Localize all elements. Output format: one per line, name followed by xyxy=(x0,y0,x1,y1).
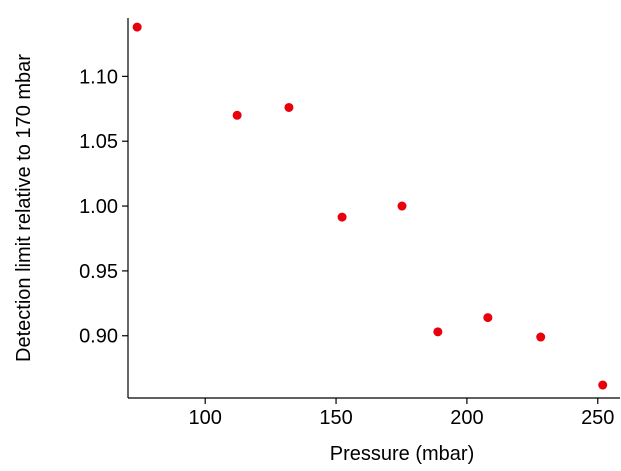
data-point xyxy=(598,380,608,390)
data-point xyxy=(483,313,493,323)
data-point xyxy=(232,110,242,120)
x-axis-label: Pressure (mbar) xyxy=(330,443,474,465)
x-tick-label: 100 xyxy=(189,407,222,429)
y-tick-label: 0.90 xyxy=(79,326,118,348)
y-tick-label: 1.10 xyxy=(79,66,118,88)
y-tick-label: 1.00 xyxy=(79,196,118,218)
x-tick-label: 150 xyxy=(319,407,352,429)
x-tick-label: 200 xyxy=(450,407,483,429)
x-tick-label: 250 xyxy=(581,407,614,429)
y-tick-label: 1.05 xyxy=(79,131,118,153)
y-tick-label: 0.95 xyxy=(79,261,118,283)
data-point xyxy=(132,22,142,32)
y-axis-label: Detection limit relative to 170 mbar xyxy=(13,54,35,362)
data-point xyxy=(337,212,347,222)
data-point xyxy=(433,327,443,337)
data-point xyxy=(397,201,407,211)
data-point xyxy=(284,102,294,112)
data-point xyxy=(536,332,546,342)
